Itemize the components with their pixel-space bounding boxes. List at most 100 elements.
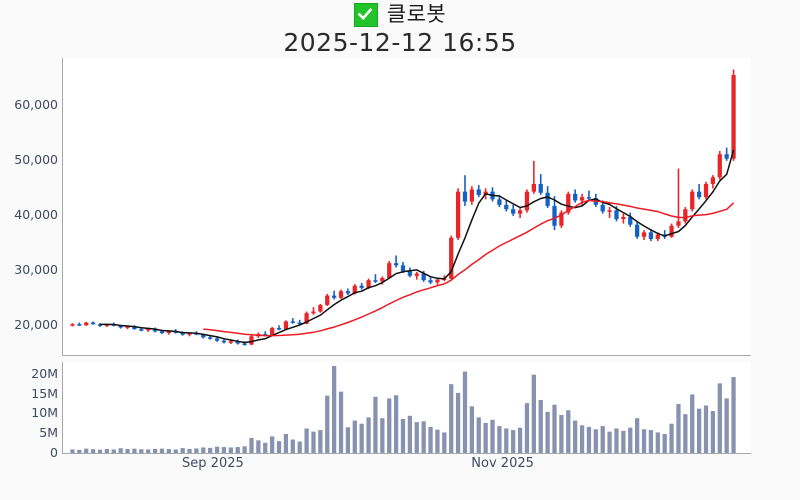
volume-bar xyxy=(724,398,729,453)
candle-body xyxy=(655,234,660,239)
volume-bar xyxy=(194,448,199,453)
volume-bar xyxy=(717,383,722,453)
candle-body xyxy=(139,329,144,331)
volume-bar xyxy=(311,431,316,453)
candle-body xyxy=(249,336,254,345)
candle-body xyxy=(607,210,612,212)
volume-bar xyxy=(97,449,103,453)
volume-bar xyxy=(90,449,96,453)
candle-body xyxy=(586,197,592,199)
volume-bar xyxy=(77,449,82,453)
candle-body xyxy=(70,324,75,326)
candle-body xyxy=(393,263,399,266)
moving-average-long xyxy=(203,199,735,337)
volume-bar xyxy=(731,377,736,453)
candle-body xyxy=(504,204,509,210)
volume-bar xyxy=(655,432,660,453)
candle-body xyxy=(297,322,302,325)
volume-bar xyxy=(290,439,295,453)
candlestick-plot xyxy=(70,69,736,346)
price-axis-tick: 50,000 xyxy=(14,151,58,167)
volume-bar xyxy=(538,399,543,453)
candle-body xyxy=(731,75,736,159)
volume-bar xyxy=(352,420,357,453)
candle-body xyxy=(400,265,406,272)
volume-bar xyxy=(607,431,612,453)
volume-bar xyxy=(125,449,130,453)
candle-body xyxy=(84,322,89,326)
candle-body xyxy=(352,285,357,294)
volume-bar xyxy=(166,449,171,453)
chart-header: 클로봇 2025-12-12 16:55 xyxy=(0,0,800,58)
volume-bar xyxy=(545,411,550,453)
candle-body xyxy=(449,237,454,279)
volume-bar xyxy=(469,406,475,453)
candle-body xyxy=(304,313,309,324)
candle-body xyxy=(579,197,585,201)
candle-body xyxy=(524,191,530,211)
volume-bar xyxy=(566,410,571,453)
volume-bar xyxy=(338,391,344,453)
candle-body xyxy=(221,340,227,343)
volume-bar xyxy=(476,417,481,453)
candle-body xyxy=(635,224,640,237)
volume-bar xyxy=(297,441,302,453)
volume-bar xyxy=(283,434,289,453)
candle-body xyxy=(387,263,392,278)
volume-bar xyxy=(270,436,275,453)
candle-body xyxy=(407,271,413,276)
candle-body xyxy=(187,333,192,335)
volume-bar xyxy=(449,384,454,453)
candle-body xyxy=(201,334,206,338)
candle-body xyxy=(152,328,158,332)
volume-bar xyxy=(221,447,227,453)
candle-body xyxy=(676,221,681,226)
candle-body xyxy=(208,337,213,339)
volume-bar xyxy=(511,430,516,453)
x-axis-tick: Sep 2025 xyxy=(182,456,244,471)
volume-bar xyxy=(676,403,681,453)
volume-bar xyxy=(421,421,426,453)
candle-body xyxy=(559,212,564,226)
volume-bar xyxy=(318,430,323,453)
price-axis-tick: 20,000 xyxy=(14,316,58,332)
volume-bar xyxy=(242,446,247,453)
volume-bar xyxy=(621,430,626,453)
volume-bar xyxy=(552,404,557,453)
candle-body xyxy=(318,304,323,312)
candle-body xyxy=(118,325,123,328)
volume-bar xyxy=(276,441,282,453)
price-chart-panel[interactable] xyxy=(62,58,751,356)
candle-body xyxy=(180,332,185,335)
volume-bar xyxy=(462,371,468,453)
volume-bar xyxy=(490,419,495,453)
volume-bar xyxy=(524,403,530,453)
volume-bar xyxy=(393,395,399,453)
candle-body xyxy=(331,295,337,298)
volume-bar xyxy=(187,449,192,453)
candle-body xyxy=(90,322,96,325)
volume-bar xyxy=(483,422,488,453)
volume-chart-panel[interactable] xyxy=(62,362,751,454)
price-axis-tick: 60,000 xyxy=(14,96,58,112)
candle-body xyxy=(469,189,475,202)
volume-bar-plot xyxy=(70,365,736,453)
candle-body xyxy=(573,193,578,201)
volume-bar xyxy=(428,426,433,453)
candle-body xyxy=(621,216,626,220)
candle-body xyxy=(283,321,289,330)
volume-bar xyxy=(586,426,592,453)
volume-bar xyxy=(635,418,640,453)
volume-bar xyxy=(579,425,585,453)
volume-bar xyxy=(414,422,419,453)
volume-bar xyxy=(263,442,268,453)
volume-bar xyxy=(703,405,709,453)
volume-bar xyxy=(304,428,309,453)
volume-bar xyxy=(373,396,378,453)
volume-bar xyxy=(228,447,233,453)
volume-bar xyxy=(214,446,220,453)
volume-axis-tick: 0 xyxy=(50,445,58,460)
volume-bar xyxy=(159,448,165,453)
candle-body xyxy=(276,328,282,330)
moving-average-short xyxy=(100,149,735,344)
